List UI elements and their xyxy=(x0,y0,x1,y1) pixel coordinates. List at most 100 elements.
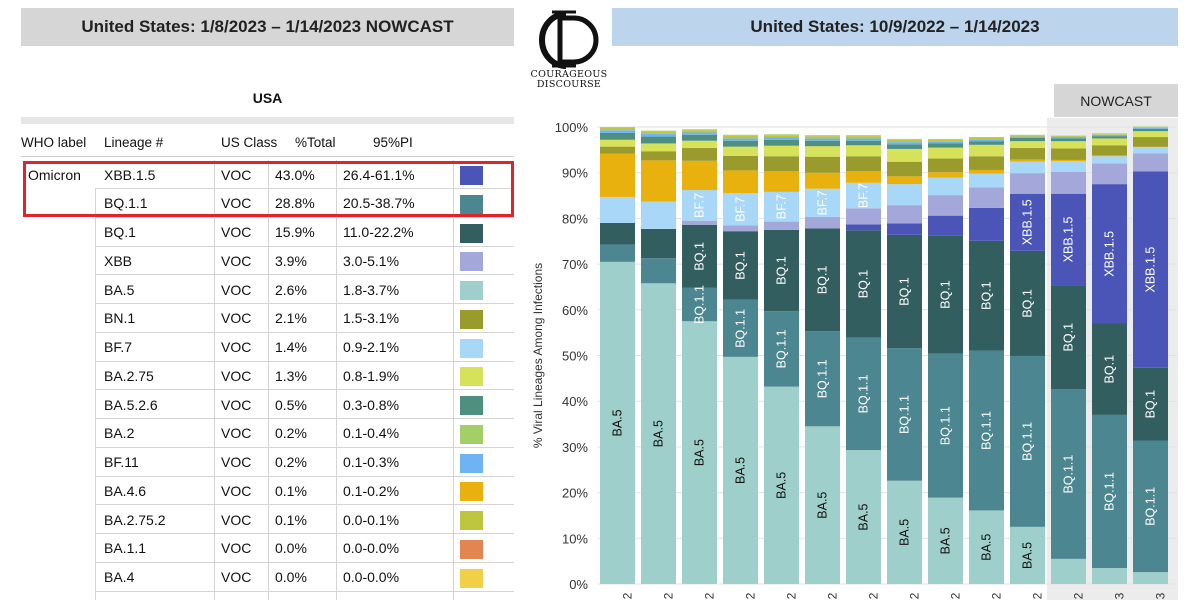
us-class-cell: VOC xyxy=(221,166,252,183)
bar-segment-bq-1-1 xyxy=(969,350,1004,511)
us-class-cell: VOC xyxy=(221,195,252,212)
bar-label: BQ.1.1 xyxy=(816,359,830,398)
bar-segment-bq-1 xyxy=(641,228,676,259)
bar-segment-bf-11 xyxy=(723,138,758,141)
bar-label: BQ.1.1 xyxy=(693,285,707,324)
total-cell: 0.2% xyxy=(275,425,307,442)
bar-segment-ba-4-6 xyxy=(887,176,922,185)
bar-segment-ba-5-2-6 xyxy=(1010,137,1045,142)
row-divider xyxy=(95,188,514,189)
pi-cell: 1.5-3.1% xyxy=(343,310,400,327)
table-row: BA.2.75.2 VOC 0.1% 0.0-0.1% xyxy=(21,505,514,534)
bar-segment-ba-2-75-2 xyxy=(682,130,717,133)
bar-label: BQ.1 xyxy=(939,280,953,309)
bar-segment-bf-7 xyxy=(1092,156,1127,164)
left-panel-title: United States: 1/8/2023 – 1/14/2023 NOWC… xyxy=(21,8,514,46)
chart-svg: 0% 10% 20% 30% 40% 50% 60% 70% 80% 90% 100% % Viral… xyxy=(531,118,1178,600)
bar-segment-bq-1 xyxy=(1133,367,1168,441)
pi-cell: 0.3-0.8% xyxy=(343,396,400,413)
table-row: BF.7 VOC 1.4% 0.9-2.1% xyxy=(21,333,514,362)
bar-segment-ba-2 xyxy=(764,134,799,136)
us-class-cell: VOC xyxy=(221,482,252,499)
bar-label: BF.7 xyxy=(816,190,830,215)
bar-label: XBB.1.5 xyxy=(1103,231,1117,277)
bar-segment-bf-7 xyxy=(805,188,840,218)
color-swatch xyxy=(460,166,483,185)
pi-cell: 3.0-5.1% xyxy=(343,252,400,269)
col-header-us-class: US Class xyxy=(221,135,278,150)
bar-segment-ba-2-75-2 xyxy=(641,131,676,134)
bar-label: XBB.1.5 xyxy=(1144,247,1158,293)
total-cell: 43.0% xyxy=(275,166,315,183)
total-cell: 0.1% xyxy=(275,511,307,528)
bar-segment-bf-7 xyxy=(969,173,1004,188)
bar-label: BA.5 xyxy=(611,409,625,436)
color-swatch xyxy=(460,338,483,358)
color-swatch xyxy=(460,367,483,387)
bar-segment-bq-1 xyxy=(928,235,963,354)
bar-segment-bf-11 xyxy=(887,142,922,145)
bar-segment-ba-2-75-2 xyxy=(723,135,758,139)
us-class-cell: VOC xyxy=(221,454,252,470)
x-tick-label: 2 xyxy=(908,592,922,599)
table-row: BA.5 VOC 2.6% 1.8-3.7% xyxy=(21,275,514,304)
bar-segment-ba-2 xyxy=(1010,134,1045,136)
y-tick-label: 40% xyxy=(562,394,588,409)
bar-segment-ba-2-75 xyxy=(928,147,963,159)
x-tick-label: 2 xyxy=(949,592,963,599)
total-cell: 2.6% xyxy=(275,281,307,298)
bar-label: BF.7 xyxy=(857,183,871,208)
bar-segment-bf-11 xyxy=(641,133,676,137)
logo-monogram-icon xyxy=(539,10,599,69)
bar-segment-ba-2 xyxy=(805,135,840,137)
bar-segment-ba-5-2-6 xyxy=(928,143,963,148)
bar-label: BQ.1.1 xyxy=(775,329,789,368)
lineage-cell: BA.1.1 xyxy=(104,540,147,557)
pi-cell: 0.9-2.1% xyxy=(343,339,400,355)
bar-segment-bn-1 xyxy=(723,155,758,171)
x-tick-label: 2 xyxy=(744,592,758,599)
bar-segment-bq-1-1 xyxy=(682,287,717,322)
bar-segment-bf-11 xyxy=(805,138,840,141)
bar-label: BA.5 xyxy=(1021,542,1035,569)
bar-label: BF.7 xyxy=(734,197,748,222)
total-cell: 0.1% xyxy=(275,482,307,499)
pi-cell: 0.1-0.4% xyxy=(343,425,400,442)
row-divider xyxy=(95,331,514,333)
pi-cell: 0.0-0.1% xyxy=(343,511,400,528)
row-divider xyxy=(95,360,514,362)
x-tick-label: 2 xyxy=(867,592,881,599)
bar-segment-ba-5 xyxy=(887,480,922,584)
bar-segment-ba-4-6 xyxy=(600,153,635,197)
bar-segment-ba-5 xyxy=(1051,558,1086,584)
bar-segment-bq-1 xyxy=(764,229,799,312)
bar-label: BQ.1 xyxy=(898,277,912,306)
bar-segment-xbb xyxy=(1010,173,1045,194)
bar-label: BA.5 xyxy=(816,492,830,519)
bar-segment-bq-1 xyxy=(600,222,635,245)
bar-segment-bf-7 xyxy=(1010,161,1045,174)
us-class-cell: VOC xyxy=(221,310,252,327)
bar-segment-ba-2-75 xyxy=(723,146,758,156)
bar-segment-ba-5-2-6 xyxy=(641,136,676,144)
lineage-cell: BA.5 xyxy=(104,281,135,298)
bar-segment-xbb xyxy=(928,195,963,216)
bar-segment-ba-2-75-2 xyxy=(805,136,840,139)
bar-segment-ba-2-75-2 xyxy=(969,137,1004,140)
bar-segment-ba-5 xyxy=(1092,568,1127,584)
lineage-stacked-bar-chart: 0% 10% 20% 30% 40% 50% 60% 70% 80% 90% 100% % Viral… xyxy=(525,118,1200,600)
bar-label: BQ.1 xyxy=(1103,355,1117,384)
bar-label: BQ.1.1 xyxy=(898,395,912,434)
bar-segment-xbb xyxy=(969,187,1004,208)
row-divider xyxy=(95,418,514,419)
pi-cell: 0.0-0.0% xyxy=(343,540,400,557)
y-axis-title: % Viral Lineages Among Infections xyxy=(531,263,545,448)
total-cell: 1.4% xyxy=(275,339,307,355)
row-divider xyxy=(95,216,514,218)
bar-segment-ba-2-75-2 xyxy=(887,139,922,143)
pi-cell: 0.1-0.3% xyxy=(343,454,400,470)
bar-segment-xbb xyxy=(1092,163,1127,185)
nowcast-tab[interactable]: NOWCAST xyxy=(1054,84,1178,117)
us-class-cell: VOC xyxy=(221,540,252,557)
table-gridline xyxy=(214,160,215,600)
